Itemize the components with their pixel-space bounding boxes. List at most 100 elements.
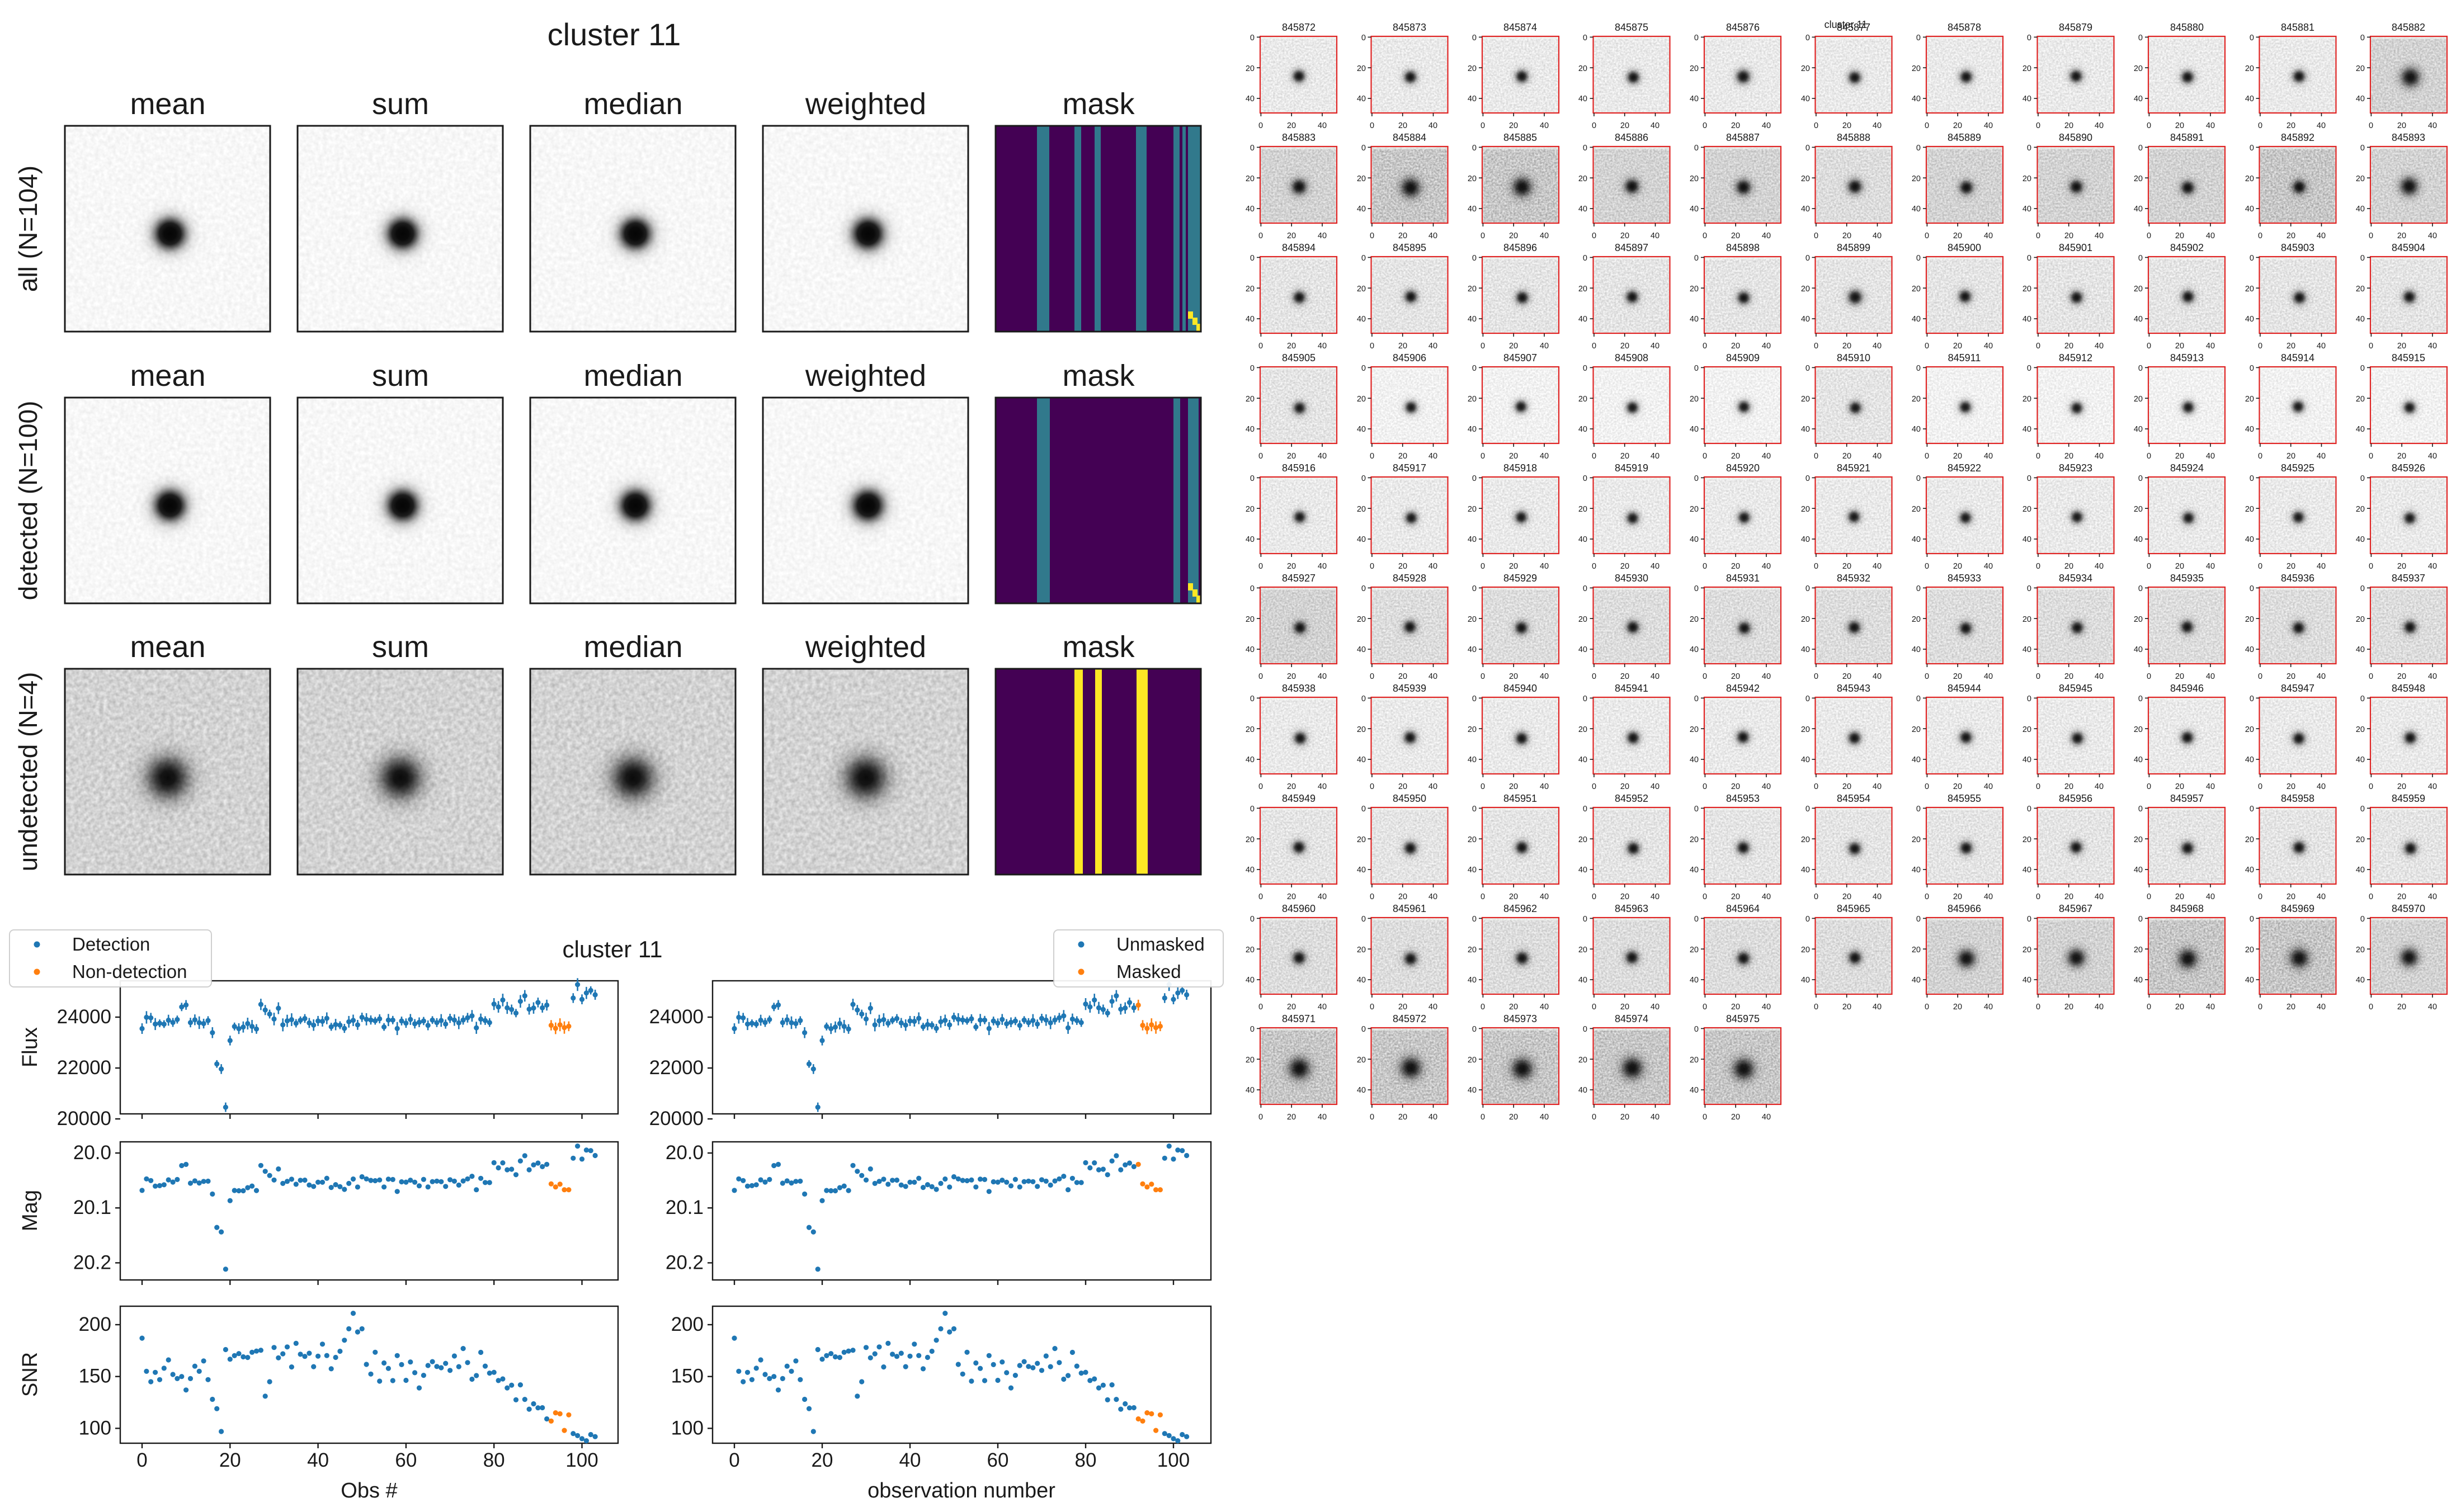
- svg-text:20: 20: [1509, 672, 1518, 681]
- svg-text:40: 40: [2356, 205, 2365, 214]
- svg-text:cluster 11: cluster 11: [1824, 19, 1868, 30]
- svg-text:845893: 845893: [2392, 132, 2425, 143]
- svg-text:0: 0: [2147, 672, 2151, 681]
- svg-text:40: 40: [2095, 121, 2104, 130]
- svg-text:20: 20: [1246, 725, 1255, 734]
- svg-text:0: 0: [1258, 672, 1263, 681]
- svg-text:0: 0: [1361, 364, 1366, 373]
- svg-text:845940: 845940: [1503, 683, 1537, 694]
- svg-text:40: 40: [1801, 755, 1810, 764]
- svg-text:0: 0: [1925, 782, 1929, 791]
- svg-text:40: 40: [1984, 342, 1993, 351]
- svg-text:0: 0: [1472, 254, 1477, 263]
- svg-text:20: 20: [1287, 121, 1296, 130]
- svg-text:40: 40: [1357, 535, 1366, 544]
- svg-text:0: 0: [1583, 584, 1587, 593]
- svg-text:0: 0: [2258, 1003, 2262, 1012]
- svg-text:845942: 845942: [1726, 683, 1760, 694]
- svg-text:40: 40: [2022, 425, 2031, 434]
- svg-text:0: 0: [1592, 782, 1596, 791]
- svg-text:20: 20: [1620, 892, 1629, 901]
- svg-text:20: 20: [1912, 285, 1921, 294]
- svg-text:40: 40: [1873, 452, 1882, 461]
- svg-text:20: 20: [1468, 395, 1477, 404]
- svg-text:20: 20: [1912, 835, 1921, 844]
- svg-text:40: 40: [1578, 1086, 1587, 1095]
- svg-text:40: 40: [1762, 782, 1771, 791]
- svg-text:0: 0: [2138, 694, 2143, 703]
- svg-text:0: 0: [1258, 1113, 1263, 1122]
- svg-text:20: 20: [1357, 285, 1366, 294]
- svg-text:20: 20: [219, 1449, 241, 1471]
- svg-text:20: 20: [1731, 1003, 1740, 1012]
- svg-text:cluster 11: cluster 11: [548, 17, 681, 52]
- svg-text:20: 20: [2064, 452, 2073, 461]
- svg-text:0: 0: [2147, 562, 2151, 571]
- svg-text:40: 40: [1984, 121, 1993, 130]
- svg-text:40: 40: [1318, 231, 1327, 240]
- svg-text:0: 0: [1814, 231, 1818, 240]
- svg-text:20: 20: [2286, 231, 2295, 240]
- svg-text:20: 20: [1287, 892, 1296, 901]
- svg-text:20: 20: [1801, 174, 1810, 183]
- svg-text:0: 0: [2360, 474, 2365, 483]
- svg-text:845970: 845970: [2392, 903, 2425, 914]
- svg-text:20: 20: [2022, 174, 2031, 183]
- svg-text:40: 40: [1357, 755, 1366, 764]
- svg-text:20: 20: [1578, 64, 1587, 73]
- svg-text:20: 20: [1578, 174, 1587, 183]
- svg-text:mean: mean: [130, 630, 205, 664]
- svg-text:40: 40: [1578, 535, 1587, 544]
- svg-text:40: 40: [2245, 976, 2254, 985]
- svg-text:20: 20: [2175, 342, 2184, 351]
- svg-text:40: 40: [1762, 452, 1771, 461]
- svg-text:40: 40: [1912, 755, 1921, 764]
- svg-text:40: 40: [1801, 976, 1810, 985]
- svg-text:845963: 845963: [1615, 903, 1648, 914]
- svg-text:20: 20: [2064, 231, 2073, 240]
- svg-text:20: 20: [2134, 946, 2143, 955]
- svg-text:Non-detection: Non-detection: [72, 961, 187, 982]
- svg-text:20: 20: [1801, 64, 1810, 73]
- svg-text:20: 20: [1509, 452, 1518, 461]
- svg-text:20: 20: [1246, 174, 1255, 183]
- svg-text:20: 20: [1620, 1113, 1629, 1122]
- svg-text:20: 20: [2022, 946, 2031, 955]
- svg-text:40: 40: [1762, 672, 1771, 681]
- svg-text:0: 0: [2250, 694, 2254, 703]
- svg-text:40: 40: [2356, 645, 2365, 654]
- svg-text:20: 20: [1287, 562, 1296, 571]
- svg-text:20: 20: [1578, 946, 1587, 955]
- svg-text:40: 40: [1428, 342, 1437, 351]
- svg-text:40: 40: [2428, 672, 2437, 681]
- svg-text:40: 40: [1246, 205, 1255, 214]
- svg-text:40: 40: [2134, 205, 2143, 214]
- svg-text:40: 40: [2206, 672, 2215, 681]
- svg-text:845945: 845945: [2059, 683, 2092, 694]
- svg-text:40: 40: [1984, 1003, 1993, 1012]
- svg-text:0: 0: [1481, 782, 1485, 791]
- svg-text:40: 40: [2317, 1003, 2326, 1012]
- svg-text:20: 20: [2397, 562, 2406, 571]
- svg-text:0: 0: [1814, 782, 1818, 791]
- svg-text:detected (N=100): detected (N=100): [13, 401, 43, 601]
- svg-text:20: 20: [1842, 452, 1851, 461]
- svg-text:845887: 845887: [1726, 132, 1760, 143]
- svg-text:150: 150: [671, 1365, 704, 1387]
- svg-text:20: 20: [2175, 672, 2184, 681]
- svg-text:0: 0: [1694, 694, 1699, 703]
- svg-text:845943: 845943: [1837, 683, 1870, 694]
- svg-text:0: 0: [1703, 342, 1707, 351]
- svg-text:0: 0: [1361, 1025, 1366, 1034]
- svg-text:845950: 845950: [1393, 793, 1426, 804]
- svg-text:20: 20: [2134, 835, 2143, 844]
- svg-text:20: 20: [1246, 946, 1255, 955]
- svg-text:845897: 845897: [1615, 242, 1648, 253]
- svg-text:40: 40: [1762, 1003, 1771, 1012]
- svg-text:20: 20: [1287, 231, 1296, 240]
- svg-text:mean: mean: [130, 359, 205, 393]
- svg-text:40: 40: [2022, 645, 2031, 654]
- svg-text:40: 40: [1428, 892, 1437, 901]
- svg-text:sum: sum: [372, 359, 429, 393]
- svg-text:0: 0: [1361, 474, 1366, 483]
